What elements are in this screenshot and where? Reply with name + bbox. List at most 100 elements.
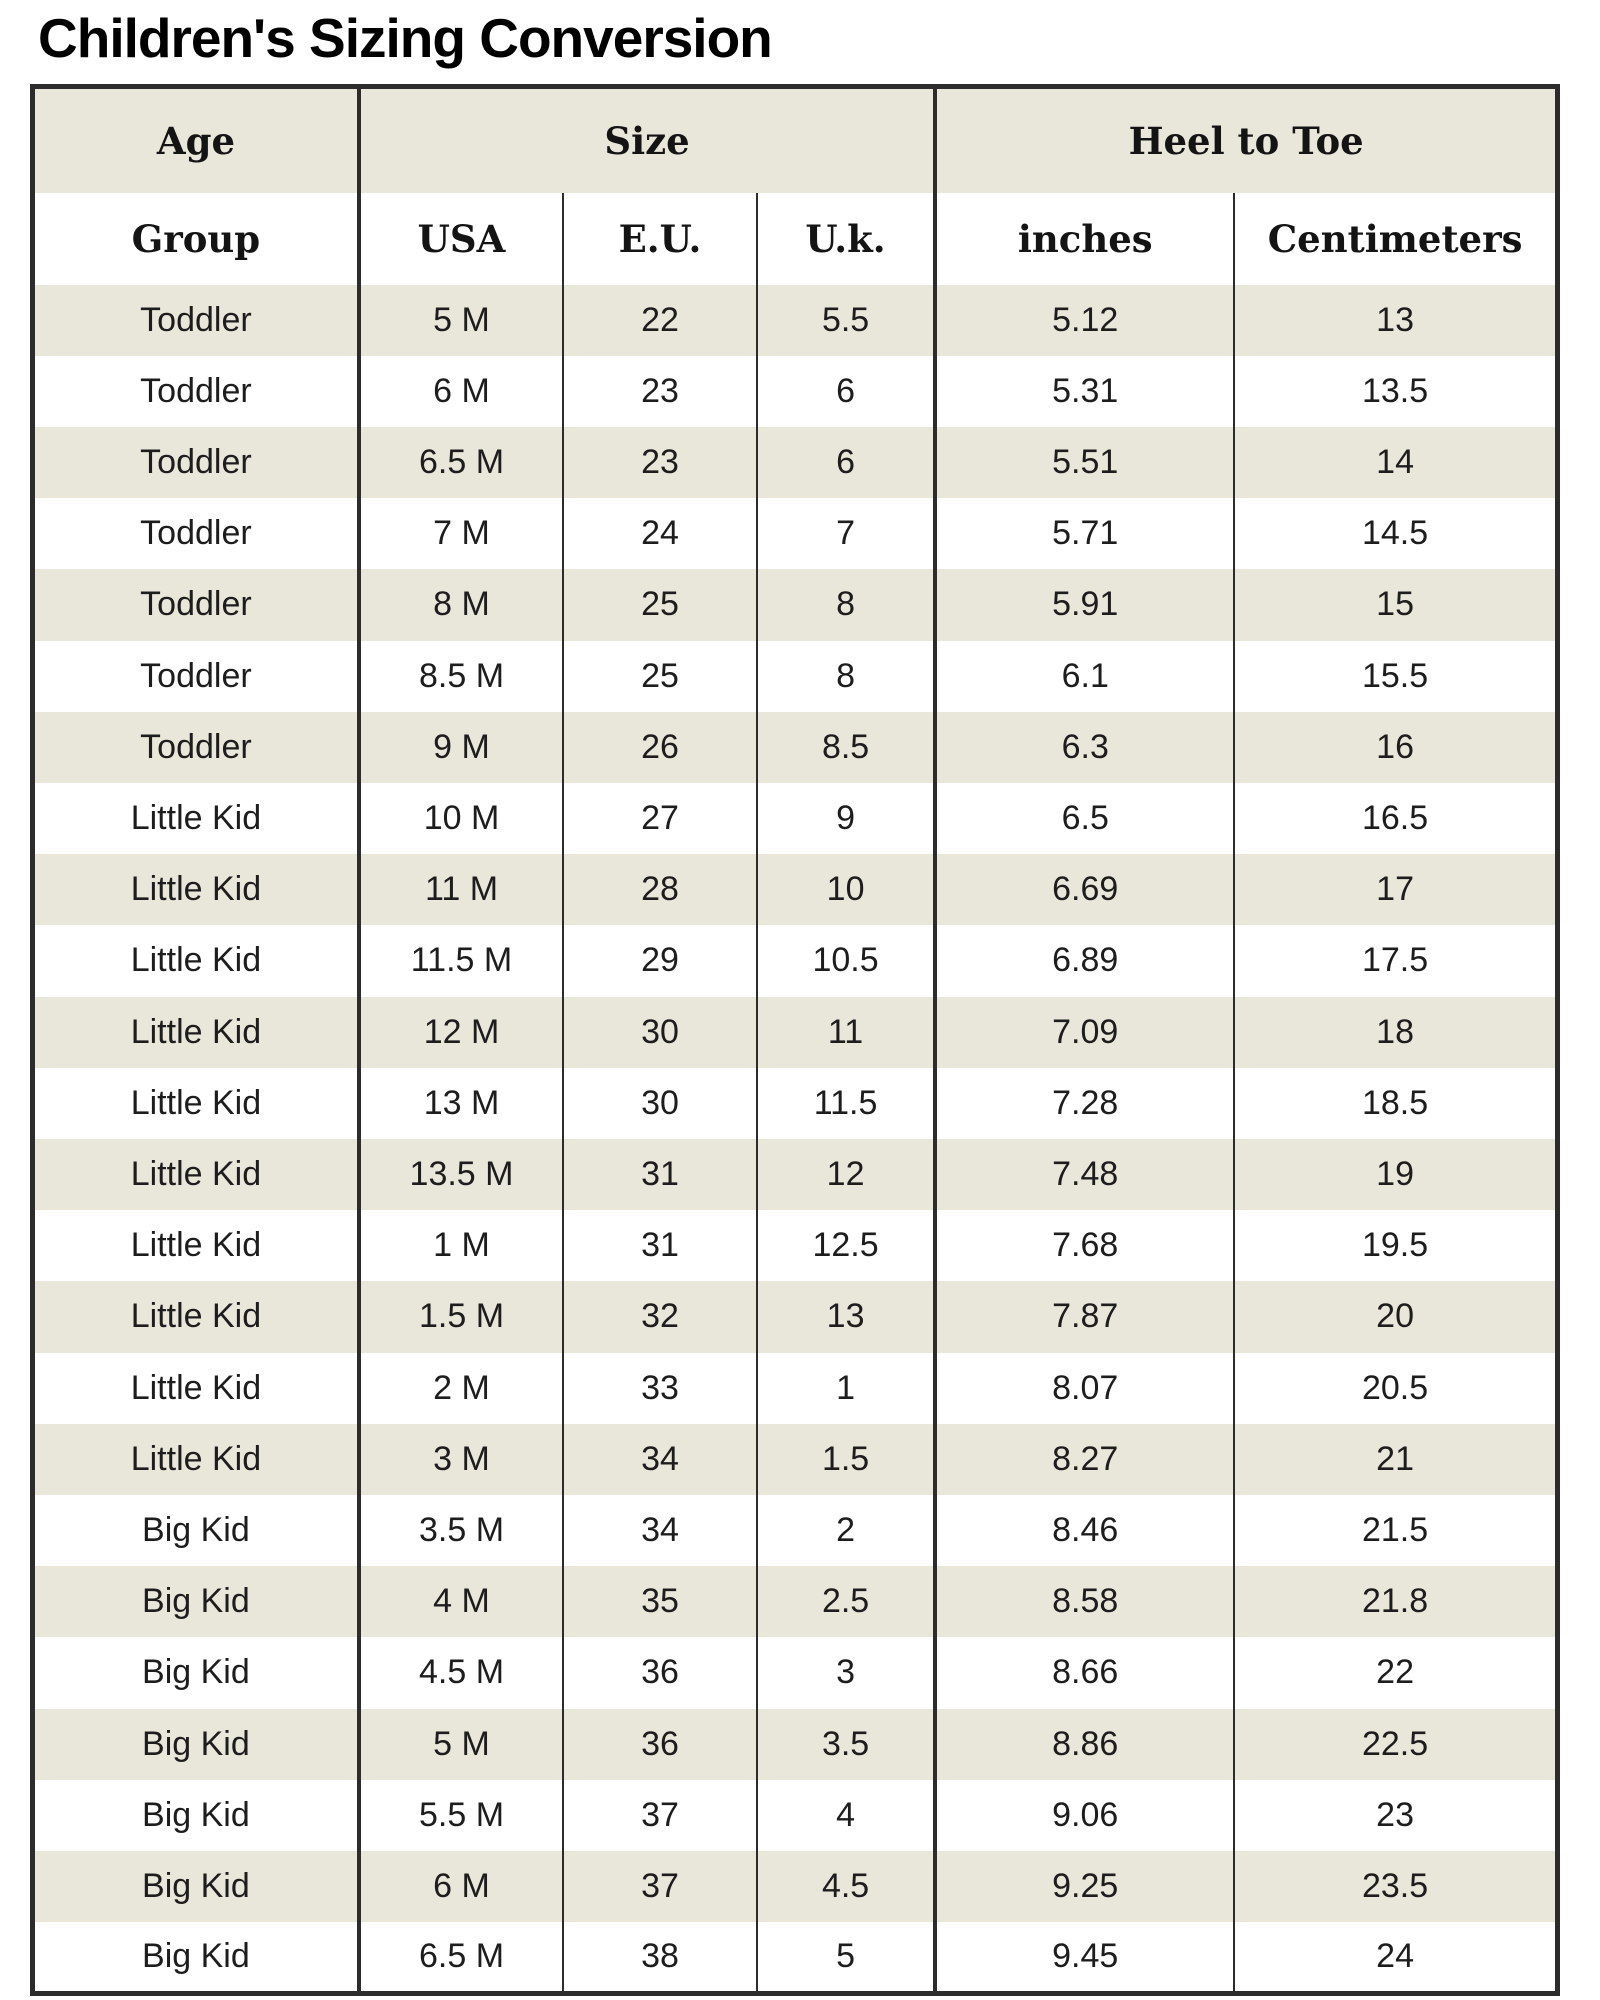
cell-cm: 15 [1234,569,1558,641]
table-row: Toddler 9 M 26 8.5 6.3 16 [32,711,1558,783]
header-uk: U.k. [756,192,938,285]
table-row: Big Kid 6.5 M 38 5 9.45 24 [32,1922,1558,1994]
cell-cm: 14.5 [1361,514,1429,553]
cell-uk: 13 [756,1281,938,1353]
cell-uk: 8 [756,640,938,712]
header-heel-to-toe: Heel to Toe [935,86,1558,193]
cell-usa: 9 M [358,711,565,783]
table-row: Little Kid 11 M 28 10 6.69 17 [32,854,1558,926]
cell-usa: 11.5 M [358,925,565,997]
cell-eu: 34 [563,1494,758,1567]
cell-eu: 31 [563,1210,758,1282]
cell-eu: 23 [563,426,758,499]
cell-eu: 23 [563,355,758,427]
cell-eu: 26 [563,711,758,783]
cell-usa: 6.5 M [358,426,565,499]
header-age: Age [32,86,361,193]
cell-cm: 22.5 [1234,1708,1558,1780]
header-row-sub: Group USA E.U. U.k. inches Centimeters [32,192,1558,285]
cell-eu: 36 [563,1637,758,1709]
cell-cm: 14 [1234,426,1558,499]
cell-eu: 37 [563,1850,758,1923]
cell-inches: 5.71 [935,498,1236,570]
cell-inches: 8.27 [935,1423,1236,1495]
cell-eu: 35 [563,1566,758,1638]
cell-eu: 27 [563,782,758,855]
cell-group: Toddler [32,284,361,356]
cell-group: Little Kid [32,1210,361,1282]
cell-inches: 8.58 [935,1566,1236,1638]
table-row: Little Kid 2 M 33 1 8.07 20.5 [32,1352,1558,1424]
cell-eu: 24 [563,498,758,570]
cell-cm: 21.5 [1361,1511,1429,1550]
cell-cm: 19.5 [1361,1226,1429,1265]
cell-cm: 18.5 [1361,1083,1429,1122]
cell-uk: 6 [756,355,938,427]
cell-inches: 7.09 [935,996,1236,1068]
table-row: Big Kid 4.5 M 36 3 8.66 22 [32,1637,1558,1709]
cell-eu: 25 [563,569,758,641]
cell-usa: 5.5 M [358,1779,565,1851]
header-size: Size [358,86,938,193]
table-row: Toddler 6 M 23 6 5.31 13.5 [32,355,1558,427]
cell-usa: 4.5 M [358,1637,565,1709]
header-centimeters: Centimeters [1234,192,1558,285]
header-group: Group [32,192,361,285]
cell-group: Toddler [32,569,361,641]
cell-usa: 1.5 M [358,1281,565,1353]
cell-cm: 17 [1234,854,1558,926]
cell-group: Toddler [32,640,361,712]
cell-uk: 6 [756,426,938,499]
cell-usa: 5 M [358,1708,565,1780]
cell-usa: 4 M [358,1566,565,1638]
cell-uk: 10 [756,854,938,926]
cell-inches: 5.51 [935,426,1236,499]
cell-group: Toddler [32,355,361,427]
cell-eu: 36 [563,1708,758,1780]
table-row: Big Kid 6 M 37 4.5 9.25 23.5 [32,1850,1558,1923]
cell-usa: 5 M [358,284,565,356]
table-row: Little Kid 1.5 M 32 13 7.87 20 [32,1281,1558,1353]
cell-uk: 5.5 [756,284,938,356]
cell-cm: 16 [1234,711,1558,783]
cell-cm: 23.5 [1234,1850,1558,1923]
table-row: Big Kid 5.5 M 37 4 9.06 23 [32,1779,1558,1851]
cell-inches: 7.28 [935,1067,1236,1139]
cell-group: Little Kid [32,925,361,997]
cell-group: Toddler [32,498,361,570]
cell-usa: 1 M [358,1210,565,1282]
table-row: Big Kid 3.5 M 34 2 8.46 21.5 [32,1494,1558,1567]
cell-inches: 9.06 [935,1779,1236,1851]
cell-eu: 25 [563,640,758,712]
table-row: Little Kid 13.5 M 31 12 7.48 19 [32,1138,1558,1211]
cell-cm: 20.5 [1361,1368,1429,1407]
cell-group: Little Kid [32,782,361,855]
cell-inches: 8.46 [935,1494,1236,1567]
cell-cm: 24 [1376,1937,1414,1976]
table-row: Big Kid 5 M 36 3.5 8.86 22.5 [32,1708,1558,1780]
cell-inches: 9.45 [935,1922,1236,1994]
cell-uk: 10.5 [756,925,938,997]
table-row: Little Kid 10 M 27 9 6.5 16.5 [32,782,1558,855]
cell-cm: 21.8 [1234,1566,1558,1638]
table-row: Little Kid 13 M 30 11.5 7.28 18.5 [32,1067,1558,1139]
cell-usa: 13 M [358,1067,565,1139]
cell-usa: 2 M [358,1352,565,1424]
cell-uk: 8.5 [756,711,938,783]
table-row: Toddler 8 M 25 8 5.91 15 [32,569,1558,641]
cell-cm: 21 [1234,1423,1558,1495]
cell-group: Toddler [32,711,361,783]
cell-eu: 29 [563,925,758,997]
cell-group: Big Kid [32,1708,361,1780]
table-row: Toddler 8.5 M 25 8 6.1 15.5 [32,640,1558,712]
cell-group: Little Kid [32,1138,361,1211]
sizing-table: Age Size Heel to Toe Group USA E.U. U.k.… [30,84,1560,1996]
cell-group: Little Kid [32,1352,361,1424]
cell-cm: 13 [1234,284,1558,356]
cell-eu: 34 [563,1423,758,1495]
cell-inches: 8.07 [935,1352,1236,1424]
cell-uk: 11 [756,996,938,1068]
cell-uk: 3 [756,1637,938,1709]
table-row: Toddler 7 M 24 7 5.71 14.5 [32,498,1558,570]
cell-group: Big Kid [32,1494,361,1567]
